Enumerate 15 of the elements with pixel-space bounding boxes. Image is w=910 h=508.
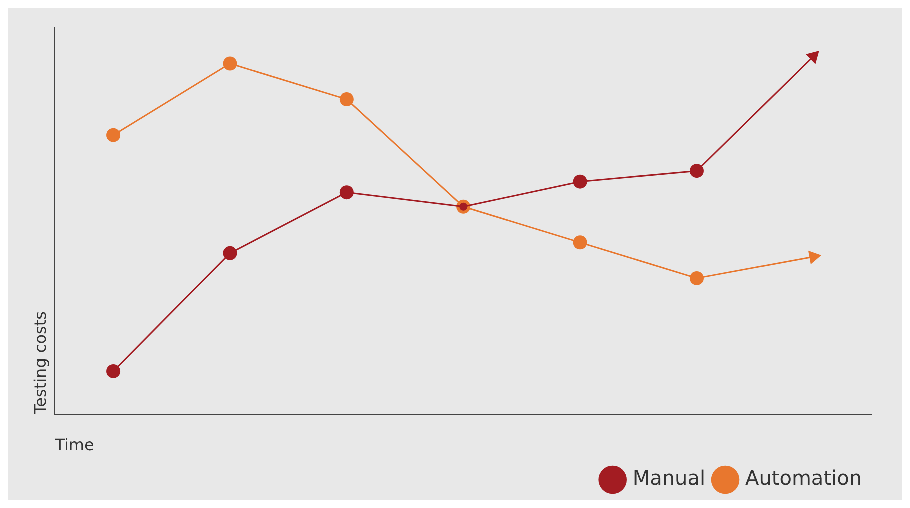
point (223, 56, 238, 71)
point (573, 174, 588, 189)
point (223, 246, 238, 260)
y-axis-title: Testing costs (30, 312, 50, 416)
legend-label: Manual (632, 466, 706, 490)
point (106, 364, 121, 378)
point (340, 186, 354, 200)
point (573, 236, 588, 250)
point (690, 164, 704, 178)
point (806, 51, 820, 64)
legend-label: Automation (746, 466, 862, 490)
x-axis-title: Time (54, 436, 94, 455)
point (340, 92, 354, 107)
point (106, 128, 121, 142)
point (690, 271, 704, 286)
